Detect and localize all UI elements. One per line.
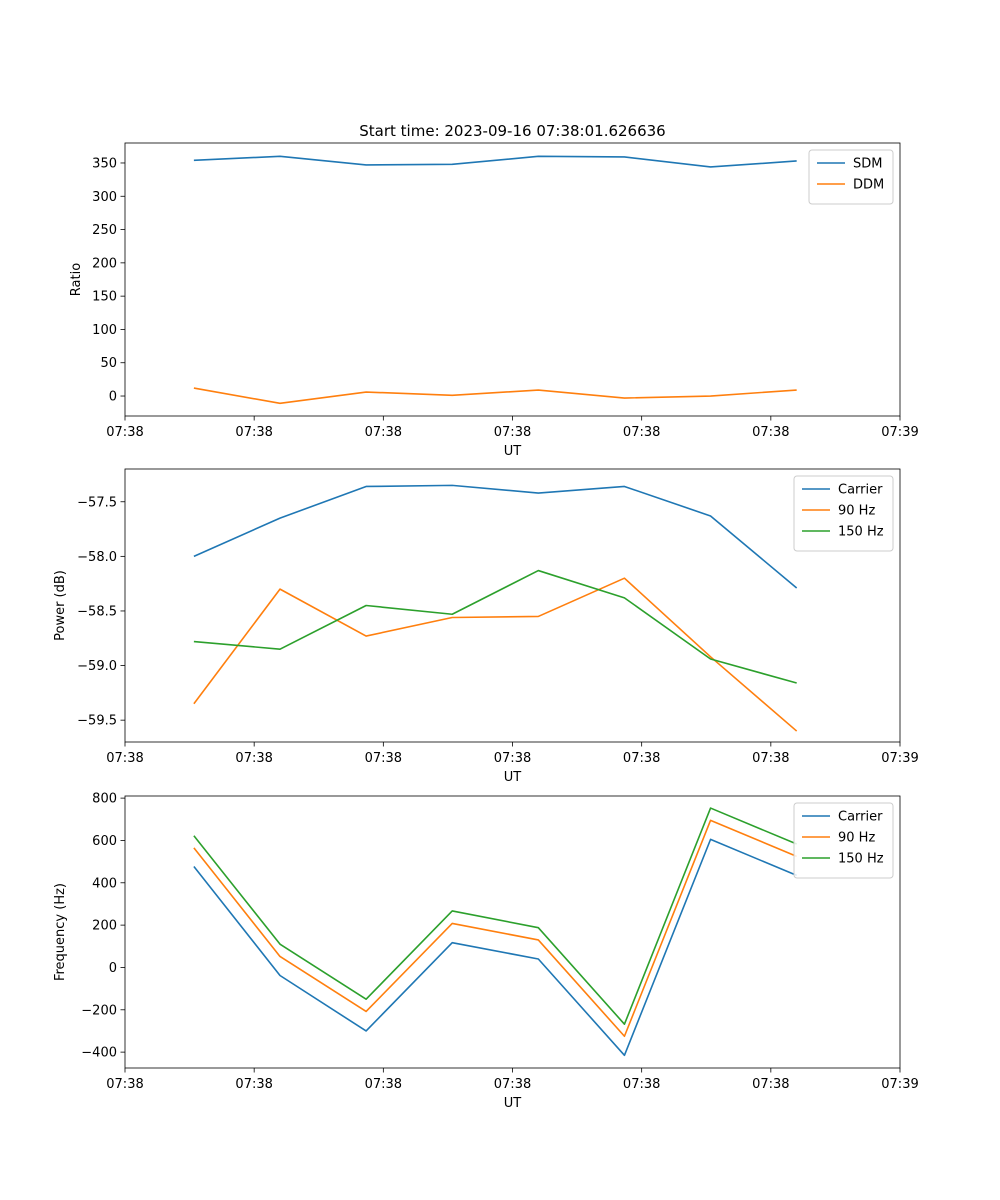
legend-entry: 90 Hz xyxy=(838,831,875,846)
y-tick-label: 350 xyxy=(92,156,117,171)
legend xyxy=(793,802,894,879)
y-tick-label: −57.5 xyxy=(77,495,117,510)
legend-entry: Carrier xyxy=(838,483,883,498)
y-tick-label: 100 xyxy=(92,323,117,338)
legend-entry: SDM xyxy=(853,157,882,172)
legend-entry: DDM xyxy=(853,178,884,193)
x-tick-label: 07:38 xyxy=(365,1077,402,1092)
axes-frame xyxy=(124,142,901,417)
y-tick-label: 250 xyxy=(92,223,117,238)
x-tick-label: 07:38 xyxy=(494,1077,531,1092)
x-tick-label: 07:39 xyxy=(881,751,918,766)
y-tick-label: 800 xyxy=(92,792,117,807)
y-tick-label: −200 xyxy=(81,1003,117,1018)
x-tick-label: 07:38 xyxy=(106,751,143,766)
series-line-carrier xyxy=(193,484,798,589)
series-line-ddm xyxy=(193,387,797,405)
x-tick-label: 07:38 xyxy=(235,1077,272,1092)
x-tick-label: 07:38 xyxy=(235,751,272,766)
x-tick-label: 07:38 xyxy=(106,1077,143,1092)
series-line-90-hz xyxy=(193,819,797,1038)
subplot-3: 07:38 07:38 07:38 07:38 07:38 07:38 07:39 −400 −… xyxy=(53,792,919,1111)
x-tick-label: 07:38 xyxy=(752,425,789,440)
y-tick-label: −58.5 xyxy=(77,604,117,619)
y-tick-label: 0 xyxy=(109,390,117,405)
x-tick-label: 07:38 xyxy=(365,425,402,440)
x-tick-label: 07:38 xyxy=(623,1077,660,1092)
x-tick-label: 07:38 xyxy=(494,751,531,766)
series-line-150-hz xyxy=(193,807,797,1025)
x-tick-label: 07:38 xyxy=(106,425,143,440)
series-line-carrier xyxy=(193,838,797,1057)
y-tick-label: −59.5 xyxy=(77,714,117,729)
subplot-2: 07:38 07:38 07:38 07:38 07:38 07:38 07:39 −57.5… xyxy=(53,468,919,785)
y-tick-label: 300 xyxy=(92,190,117,205)
x-tick-label: 07:39 xyxy=(881,425,918,440)
legend-entry: Carrier xyxy=(838,810,883,825)
figure-title: Start time: 2023-09-16 07:38:01.626636 xyxy=(359,122,665,140)
y-tick-label: 50 xyxy=(100,356,117,371)
y-tick-label: −59.0 xyxy=(77,659,117,674)
series-line-150-hz xyxy=(193,569,797,684)
y-axis-label: Ratio xyxy=(69,263,84,296)
subplot-1: 07:38 07:38 07:38 07:38 07:38 07:38 07:39 0 50 10… xyxy=(69,142,919,459)
legend-entry: 150 Hz xyxy=(838,525,884,540)
x-tick-label: 07:38 xyxy=(752,751,789,766)
x-tick-label: 07:38 xyxy=(623,751,660,766)
x-axis-label: UT xyxy=(504,770,522,785)
x-tick-label: 07:38 xyxy=(494,425,531,440)
axes-frame xyxy=(124,795,901,1069)
x-axis-label: UT xyxy=(504,1096,522,1111)
y-tick-label: 150 xyxy=(92,290,117,305)
y-axis-label: Frequency (Hz) xyxy=(53,883,68,981)
x-axis-label: UT xyxy=(504,444,522,459)
y-tick-label: 200 xyxy=(92,919,117,934)
x-tick-label: 07:38 xyxy=(365,751,402,766)
x-tick-label: 07:38 xyxy=(752,1077,789,1092)
y-tick-label: 0 xyxy=(109,961,117,976)
y-tick-label: 600 xyxy=(92,834,117,849)
y-tick-label: 200 xyxy=(92,256,117,271)
axes-frame xyxy=(124,468,901,743)
series-line-sdm xyxy=(193,155,797,168)
x-tick-label: 07:38 xyxy=(235,425,272,440)
legend-entry: 150 Hz xyxy=(838,852,884,867)
legend xyxy=(793,475,894,552)
y-tick-label: −58.0 xyxy=(77,550,117,565)
y-axis-label: Power (dB) xyxy=(53,570,68,641)
y-tick-label: −400 xyxy=(81,1046,117,1061)
y-tick-label: 400 xyxy=(92,876,117,891)
legend-entry: 90 Hz xyxy=(838,504,875,519)
x-tick-label: 07:39 xyxy=(881,1077,918,1092)
x-tick-label: 07:38 xyxy=(623,425,660,440)
series-line-90-hz xyxy=(193,577,798,732)
